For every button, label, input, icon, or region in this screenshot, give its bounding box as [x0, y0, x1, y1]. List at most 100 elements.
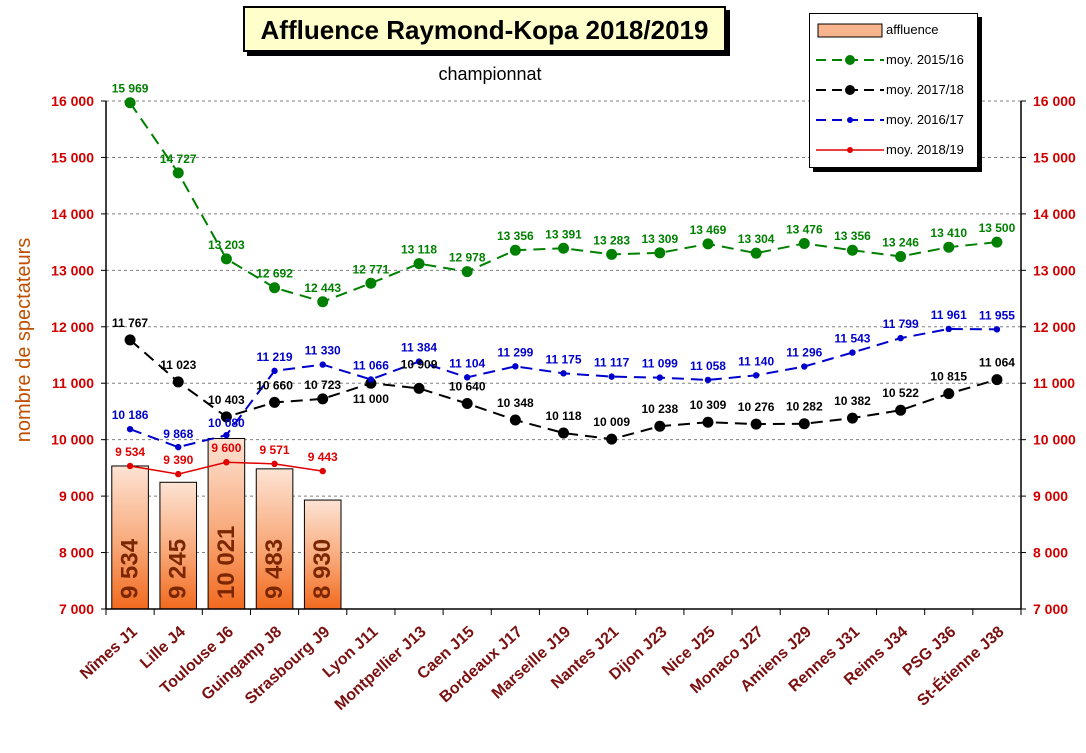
- series-point: [798, 418, 810, 430]
- series-point: [172, 167, 184, 179]
- bar: [159, 481, 198, 610]
- y-tick-label-right: 13 000: [1033, 262, 1076, 278]
- bar-value-label: 9 534: [117, 538, 144, 599]
- series-value-label: 13 356: [497, 229, 534, 243]
- series-value-label: 14 727: [160, 152, 197, 166]
- legend-swatch-2016: [816, 117, 884, 123]
- series-point: [317, 296, 329, 308]
- bar: [303, 499, 342, 610]
- series-value-label: 11 099: [642, 357, 678, 371]
- series-point: [220, 411, 232, 423]
- y-tick-label-right: 9 000: [1033, 488, 1068, 504]
- legend-swatch-2015: [816, 55, 884, 65]
- legend-item-2016: moy. 2016/17: [810, 106, 979, 134]
- series-point: [846, 412, 858, 424]
- series-point: [124, 334, 136, 346]
- y-tick-label-right: 15 000: [1033, 149, 1076, 165]
- series-point: [463, 374, 471, 381]
- series-value-label: 13 356: [834, 229, 871, 243]
- series-point: [702, 238, 714, 250]
- series-point: [606, 433, 618, 445]
- series-value-label: 12 443: [304, 281, 341, 295]
- series-point: [319, 361, 326, 368]
- series-value-label: 15 969: [112, 82, 149, 96]
- series-value-label: 11 064: [979, 356, 1015, 370]
- series-value-label: 11 543: [834, 332, 870, 346]
- series-point: [271, 367, 278, 375]
- series-point: [126, 462, 134, 470]
- series-point: [849, 349, 856, 356]
- series-point: [413, 258, 425, 270]
- series-value-label: 11 140: [738, 354, 774, 368]
- series-value-label: 13 203: [208, 238, 245, 252]
- series-value-label: 13 246: [882, 235, 919, 249]
- bar-value-label: 9 483: [261, 539, 288, 599]
- bar-value-label: 10 021: [213, 526, 240, 599]
- series-value-label: 13 500: [979, 221, 1016, 235]
- y-tick-label-left: 13 000: [51, 262, 94, 278]
- series-point: [895, 250, 907, 262]
- series-value-label: 10 660: [256, 378, 293, 392]
- series-value-label: 10 723: [304, 378, 341, 392]
- bar-value-label: 9 245: [165, 539, 192, 599]
- series-point: [319, 467, 326, 475]
- y-tick-label-left: 12 000: [51, 319, 94, 335]
- series-value-label: 13 283: [593, 233, 630, 247]
- legend: affluence moy. 2015/16 moy. 2017/18 moy.…: [809, 13, 978, 168]
- series-value-label: 10 282: [786, 400, 823, 414]
- series-value-label: 9 443: [308, 450, 338, 464]
- y-tick-label-right: 14 000: [1033, 206, 1076, 222]
- y-tick-label-right: 8 000: [1033, 545, 1068, 561]
- series-point: [991, 236, 1003, 248]
- series-point: [654, 420, 666, 432]
- series-value-label: 12 978: [449, 251, 486, 265]
- series-point: [943, 388, 955, 400]
- bar: [207, 437, 246, 610]
- series-point: [415, 358, 423, 365]
- y-tick-label-left: 8 000: [59, 545, 94, 561]
- series-value-label: 13 410: [930, 226, 967, 240]
- bar: [255, 468, 294, 610]
- series-point: [413, 382, 425, 394]
- axes: 7 000 7 000 8 000 8 000 9 000 9 000 10 000 10 0…: [13, 93, 1076, 714]
- y-tick-label-left: 11 000: [52, 375, 94, 391]
- series-point: [752, 372, 760, 379]
- y-tick-label-left: 16 000: [51, 93, 94, 109]
- series-value-label: 13 304: [738, 232, 775, 246]
- series-value-label: 12 692: [256, 267, 293, 281]
- series-point: [654, 247, 666, 259]
- series-point: [461, 398, 473, 410]
- y-tick-label-left: 9 000: [59, 488, 94, 504]
- x-category-label: St-Étienne J38: [913, 622, 1008, 710]
- y-tick-label-right: 16 000: [1033, 93, 1076, 109]
- series-point: [750, 418, 762, 430]
- series-value-label: 10 382: [834, 394, 871, 408]
- legend-item-2018: moy. 2018/19: [810, 136, 979, 164]
- data-labels: 15 969 14 727 13 203 12 692 12 443 12 771 13 1…: [112, 82, 1016, 467]
- y-tick-label-left: 15 000: [51, 149, 94, 165]
- legend-label-affluence: affluence: [886, 22, 939, 37]
- series-point: [558, 427, 569, 439]
- legend-swatch-affluence: [817, 23, 883, 38]
- series-point: [702, 416, 714, 428]
- series-point: [750, 247, 762, 259]
- series-value-label: 9 534: [115, 445, 145, 459]
- series-point: [271, 460, 278, 468]
- series-value-label: 9 390: [163, 453, 193, 467]
- series-point: [175, 470, 182, 478]
- bars: 9 534 9 245 10 021 9 483 8 930: [111, 437, 342, 610]
- series-point: [223, 459, 230, 466]
- y-tick-label-right: 12 000: [1033, 319, 1076, 335]
- legend-label-2015: moy. 2015/16: [886, 52, 964, 67]
- series-point: [606, 248, 618, 260]
- series-point: [993, 326, 1001, 333]
- y-tick-label-left: 7 000: [59, 601, 94, 617]
- series-point: [560, 370, 567, 377]
- series-point: [897, 334, 904, 342]
- y-axis-title: nombre de spectateurs: [13, 238, 35, 443]
- series-value-label: 10 309: [690, 398, 727, 412]
- series-value-label: 11 023: [160, 358, 196, 372]
- series-point: [798, 237, 810, 249]
- series-value-label: 10 909: [401, 357, 438, 371]
